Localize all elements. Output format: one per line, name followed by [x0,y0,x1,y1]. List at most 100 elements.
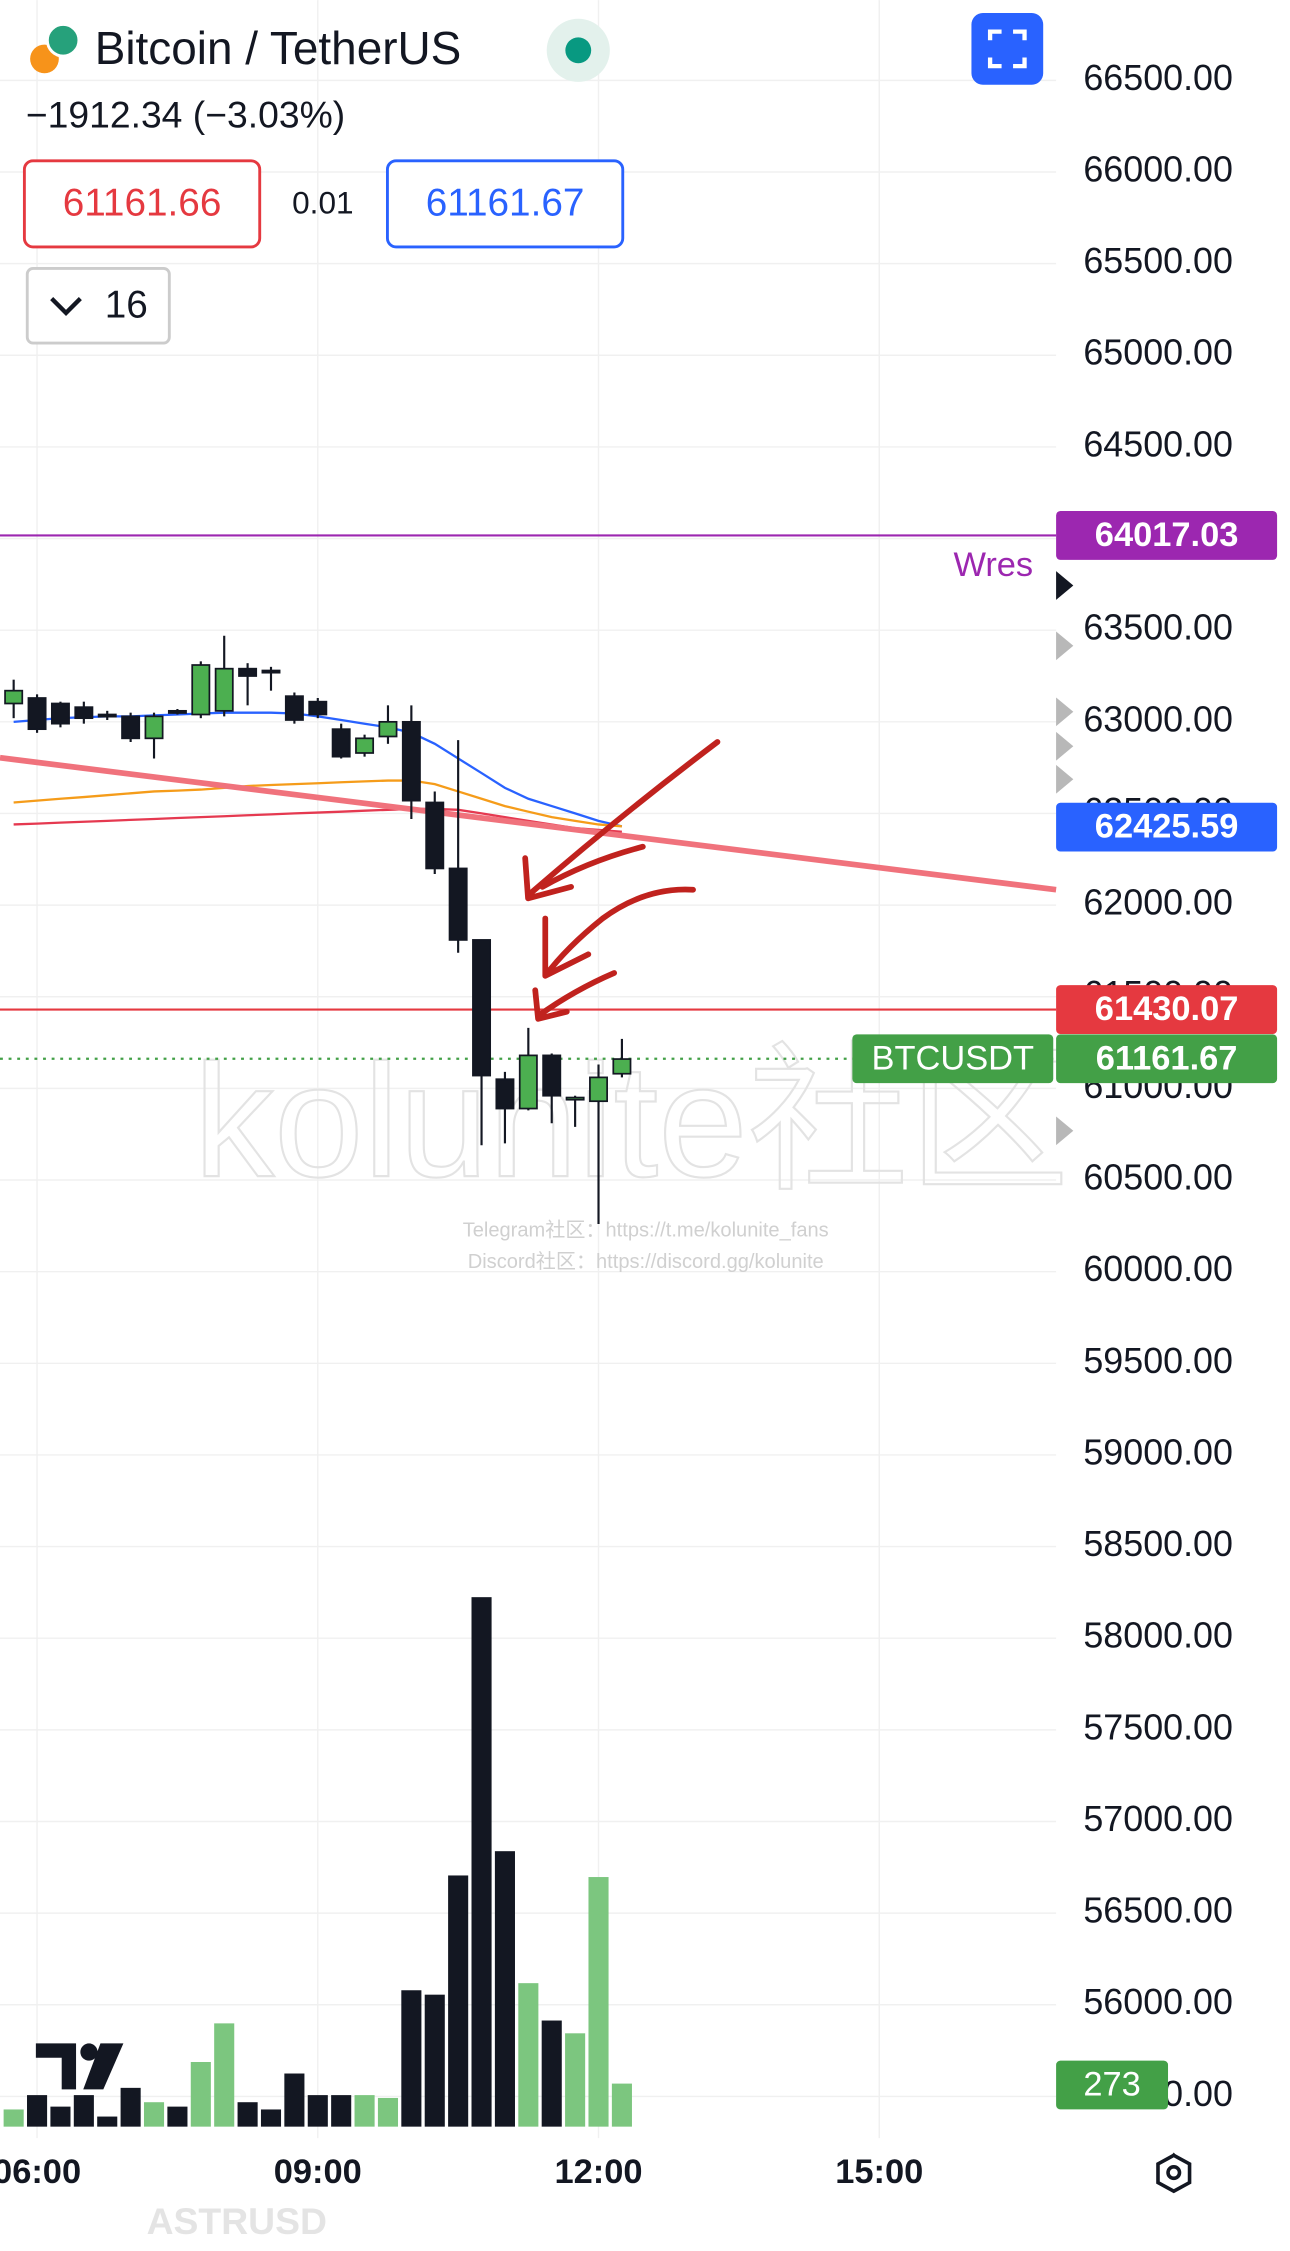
logo-part [80,2043,98,2061]
y-tick-label: 57500.00 [1083,1707,1233,1747]
hand-arrows [522,739,721,1022]
arrow [522,739,721,902]
watermark-telegram: Telegram社区：https://t.me/kolunite_fans [463,1219,829,1242]
volume-bar [588,1877,609,2127]
indicator-toggle[interactable] [25,266,171,345]
x-tick-label: 12:00 [554,2153,642,2191]
candle-body [612,1058,632,1075]
candle-body [425,801,445,870]
x-tick-label: 06:00 [0,2153,81,2191]
volume-bar [97,2116,118,2127]
volume-bar [143,2102,165,2127]
level-tag-text: 61430.07 [1095,990,1239,1028]
candle-body [121,715,141,740]
candle-body [167,709,187,714]
volume-bar [260,2109,282,2127]
volume-bar [167,2106,188,2127]
header: Bitcoin / TetherUS −1912.34 (−3.03%) 611… [22,13,1044,345]
volume-bar [518,1983,539,2127]
candle-body [355,737,375,754]
volume-bar [471,1597,492,2127]
candle-body [331,728,351,758]
marker [1056,571,1074,600]
arrow [542,886,696,979]
tags-layer: 64017.03 Wres 61430.07 62425.59 BTCUSDT 61161… [852,511,1278,2110]
y-tick-label: 62000.00 [1083,883,1233,923]
y-tick-label: 60500.00 [1083,1157,1233,1197]
status-dot [565,37,592,64]
symbol-tag-text: BTCUSDT [872,1039,1035,1077]
candle-body [191,664,211,716]
last-price-tag [1056,1034,1278,1084]
y-tick-label: 57000.00 [1083,1799,1233,1839]
volume-bar [73,2095,94,2127]
volume-bar [190,2062,211,2127]
volume-tag-text: 273 [1083,2066,1140,2104]
settings-icon [1156,2153,1192,2194]
logo-part [35,2043,77,2090]
volume-bar [354,2095,375,2127]
footer-symbol: ASTRUSD [147,2200,327,2242]
candle-body [261,669,281,674]
volume-bar [50,2106,71,2127]
candle-body [589,1076,608,1103]
chevron [50,297,82,316]
candle-body [214,667,234,712]
candle-body [4,689,24,705]
y-tick-label: 66000.00 [1083,149,1233,189]
settings-dot [1166,2165,1182,2181]
candle-body [284,695,304,721]
watermark-discord: Discord社区：https://discord.gg/kolunite [468,1250,824,1273]
y-tick-label: 58000.00 [1083,1616,1233,1656]
volume-bar [401,1990,422,2127]
volume-bar [214,2023,235,2127]
arrow [532,970,618,1022]
bid-price: 61161.66 [63,182,222,225]
trendline [0,754,1057,893]
volume-layer [3,1597,632,2127]
ask-price: 61161.67 [426,182,585,225]
y-tick-label: 59500.00 [1083,1341,1233,1381]
x-tick-label: 09:00 [274,2153,362,2191]
level-tag-text: 64017.03 [1095,516,1239,554]
marker [1056,764,1074,794]
y-tick-label: 65000.00 [1083,333,1233,373]
candle-body [50,702,70,725]
y-tick-label: 63000.00 [1083,699,1233,739]
level-tag [1056,511,1278,560]
y-tick-label: 63500.00 [1083,608,1233,648]
marker [1056,731,1074,761]
usdt-icon [45,23,81,58]
volume-bar [541,2020,562,2127]
y-tick-label: 66500.00 [1083,58,1233,98]
volume-bar [494,1851,515,2127]
symbol-tag [852,1034,1054,1084]
y-tick-label: 60000.00 [1083,1249,1233,1289]
fullscreen-button[interactable] [971,13,1044,85]
side-markers [1056,571,1074,1146]
last-price-tag-text: 61161.67 [1096,1039,1238,1077]
fullscreen-icon [987,29,1027,69]
marker [1056,697,1074,727]
candle-body [565,1096,585,1101]
volume-bar [611,2083,632,2127]
ma-line [13,779,622,828]
volume-bar [565,2033,586,2127]
volume-bar [27,2095,48,2127]
volume-tag [1056,2060,1169,2110]
y-tick-label: 58500.00 [1083,1524,1233,1564]
y-tick-label: 65500.00 [1083,241,1233,281]
sell-button[interactable] [22,159,262,249]
y-tick-label: 56500.00 [1083,1891,1233,1931]
buy-button[interactable] [385,159,625,249]
candle-body [518,1054,538,1110]
candle-body [495,1078,515,1110]
volume-bar [307,2095,328,2127]
x-tick-label: 15:00 [835,2153,923,2191]
arrow [539,843,646,890]
candle-body [472,939,492,1077]
candles-layer [4,635,632,1225]
candle-body [308,700,328,716]
